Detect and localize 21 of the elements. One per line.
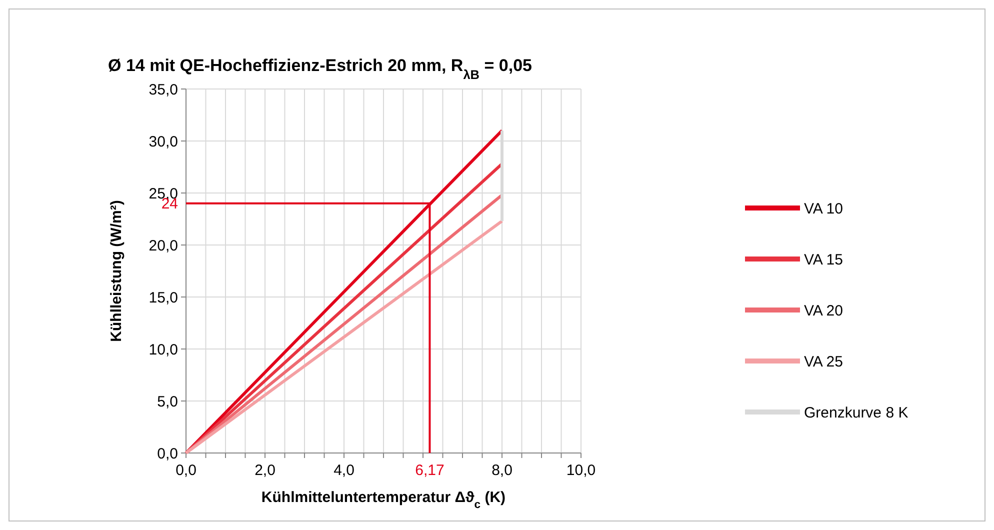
y-axis-title: Kühlleistung (W/m²)	[108, 200, 125, 342]
y-tick-label: 30,0	[148, 133, 178, 150]
y-tick-label: 20,0	[148, 237, 178, 254]
x-tick-label: 4,0	[334, 462, 354, 479]
x-tick-label: 8,0	[492, 462, 512, 479]
y-tick-label: 15,0	[148, 289, 178, 306]
x-tick-label: 0,0	[176, 462, 196, 479]
legend-label: VA 10	[804, 200, 843, 218]
x-axis-title: Kühlmitteluntertemperatur Δϑ$_{c}$ (K)	[261, 489, 506, 511]
chart-title: Ø 14 mit QE-Hocheffizienz-Estrich 20 mm, R$_{λB}$ = 0,05	[108, 56, 532, 82]
y-tick-label: 0,0	[157, 445, 178, 462]
y-tick-label: 10,0	[148, 341, 178, 358]
x-tick-label: 10,0	[566, 462, 596, 479]
legend-label: VA 20	[804, 302, 843, 320]
annotation: 6,17	[415, 462, 444, 479]
y-tick-label: 35,0	[148, 81, 178, 98]
y-tick-label: 5,0	[157, 393, 178, 410]
legend-label: Grenzkurve 8 K	[804, 404, 908, 422]
legend-label: VA 15	[804, 251, 843, 268]
x-tick-label: 2,0	[254, 462, 276, 479]
legend-label: VA 25	[804, 353, 843, 370]
